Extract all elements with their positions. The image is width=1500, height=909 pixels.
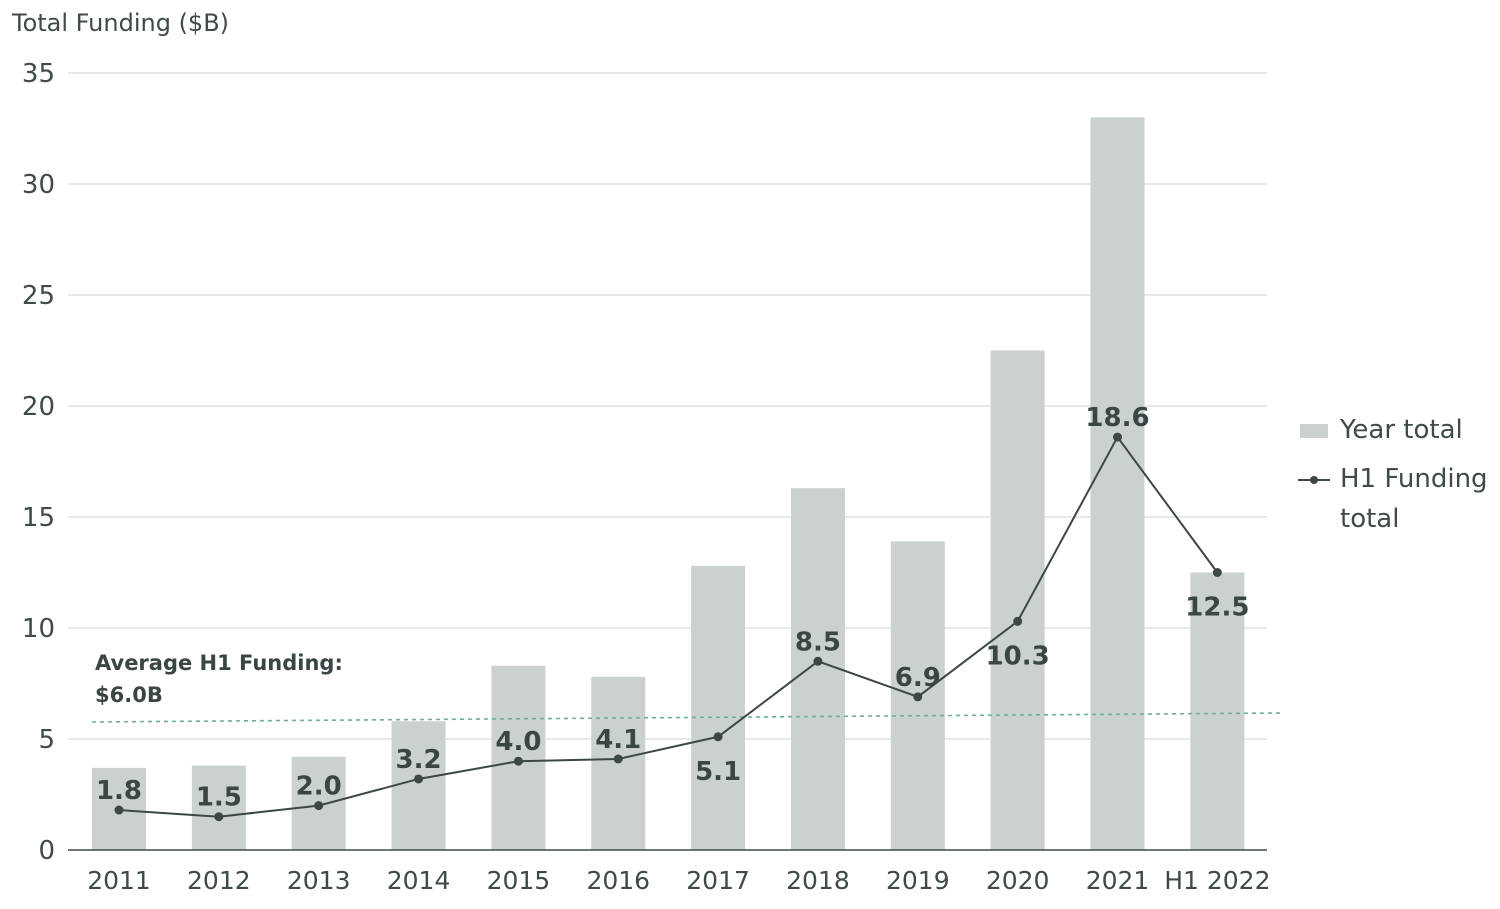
y-tick-label-15: 15 [22,503,55,533]
bar-2021 [1090,117,1145,850]
h1-label-2013: 2.0 [296,772,342,802]
h1-label-2011: 1.8 [96,776,142,806]
legend: Year total H1 Funding total [1298,415,1488,534]
h1-label-2015: 4.0 [495,727,541,757]
h1-data-labels: 1.8 1.5 2.0 3.2 4.0 4.1 5.1 8.5 6.9 10.3 18.6 12.5 [96,403,1249,813]
legend-label-h1-line2: total [1340,504,1399,534]
h1-point-2018 [813,656,823,666]
y-axis-title: Total Funding ($B) [11,9,229,37]
x-label-2012: 2012 [187,866,251,895]
average-label-line2: $6.0B [95,683,163,707]
x-label-2020: 2020 [986,866,1050,895]
h1-point-2015 [513,756,523,766]
h1-funding-line [118,435,1219,818]
bar-2020 [990,350,1045,850]
h1-point-2013 [314,801,324,811]
h1-label-h1-2022: 12.5 [1185,593,1249,623]
legend-swatch-year-total [1300,424,1328,438]
h1-point-2012 [214,812,224,822]
x-label-2017: 2017 [686,866,750,895]
bar-2012 [191,765,246,850]
gridlines [68,72,1267,740]
average-h1-line [91,712,1283,723]
h1-label-2020: 10.3 [986,641,1050,671]
bar-2017 [691,565,746,850]
year-total-bars [92,117,1245,850]
x-label-2021: 2021 [1086,866,1150,895]
x-label-2015: 2015 [487,866,551,895]
h1-label-2021: 18.6 [1085,403,1149,433]
y-tick-label-25: 25 [22,281,55,311]
legend-label-year-total: Year total [1339,415,1463,445]
h1-point-2011 [114,805,124,815]
h1-label-2016: 4.1 [595,725,641,755]
y-tick-label-30: 30 [22,170,55,200]
x-label-2013: 2013 [287,866,351,895]
h1-label-2018: 8.5 [795,627,841,657]
legend-label-h1-line1: H1 Funding [1340,464,1488,494]
h1-point-2016 [613,754,623,764]
bar-2014 [391,721,446,850]
h1-funding-polyline [118,435,1219,818]
x-label-2018: 2018 [786,866,850,895]
h1-point-2014 [414,774,424,784]
legend-swatch-h1-marker [1310,476,1318,484]
x-label-2011: 2011 [87,866,151,895]
y-tick-label-35: 35 [22,59,55,89]
y-tick-label-20: 20 [22,392,55,422]
h1-funding-points [114,432,1222,822]
h1-point-2017 [713,732,723,742]
bar-h1-2022 [1190,572,1245,850]
average-dashed-line [91,712,1283,723]
h1-point-2020 [1013,616,1023,626]
x-label-2014: 2014 [387,866,451,895]
h1-label-2012: 1.5 [196,783,242,813]
x-label-h1-2022: H1 2022 [1164,866,1270,895]
y-tick-label-0: 0 [38,836,55,866]
average-label-line1: Average H1 Funding: [95,651,343,675]
h1-label-2017: 5.1 [695,757,741,787]
h1-point-h1-2022 [1212,568,1222,577]
y-tick-label-5: 5 [38,725,55,755]
h1-point-2021 [1113,432,1122,442]
h1-point-2019 [913,692,923,702]
x-axis-labels: 2011 2012 2013 2014 2015 2016 2017 2018 2019 2020… [87,866,1270,895]
x-label-2019: 2019 [886,866,950,895]
y-axis-ticks: 0 5 10 15 20 25 30 35 [22,59,55,866]
h1-label-2014: 3.2 [396,745,442,775]
h1-label-2019: 6.9 [895,663,941,693]
y-tick-label-10: 10 [22,614,55,644]
x-label-2016: 2016 [586,866,650,895]
bar-2018 [790,488,845,850]
